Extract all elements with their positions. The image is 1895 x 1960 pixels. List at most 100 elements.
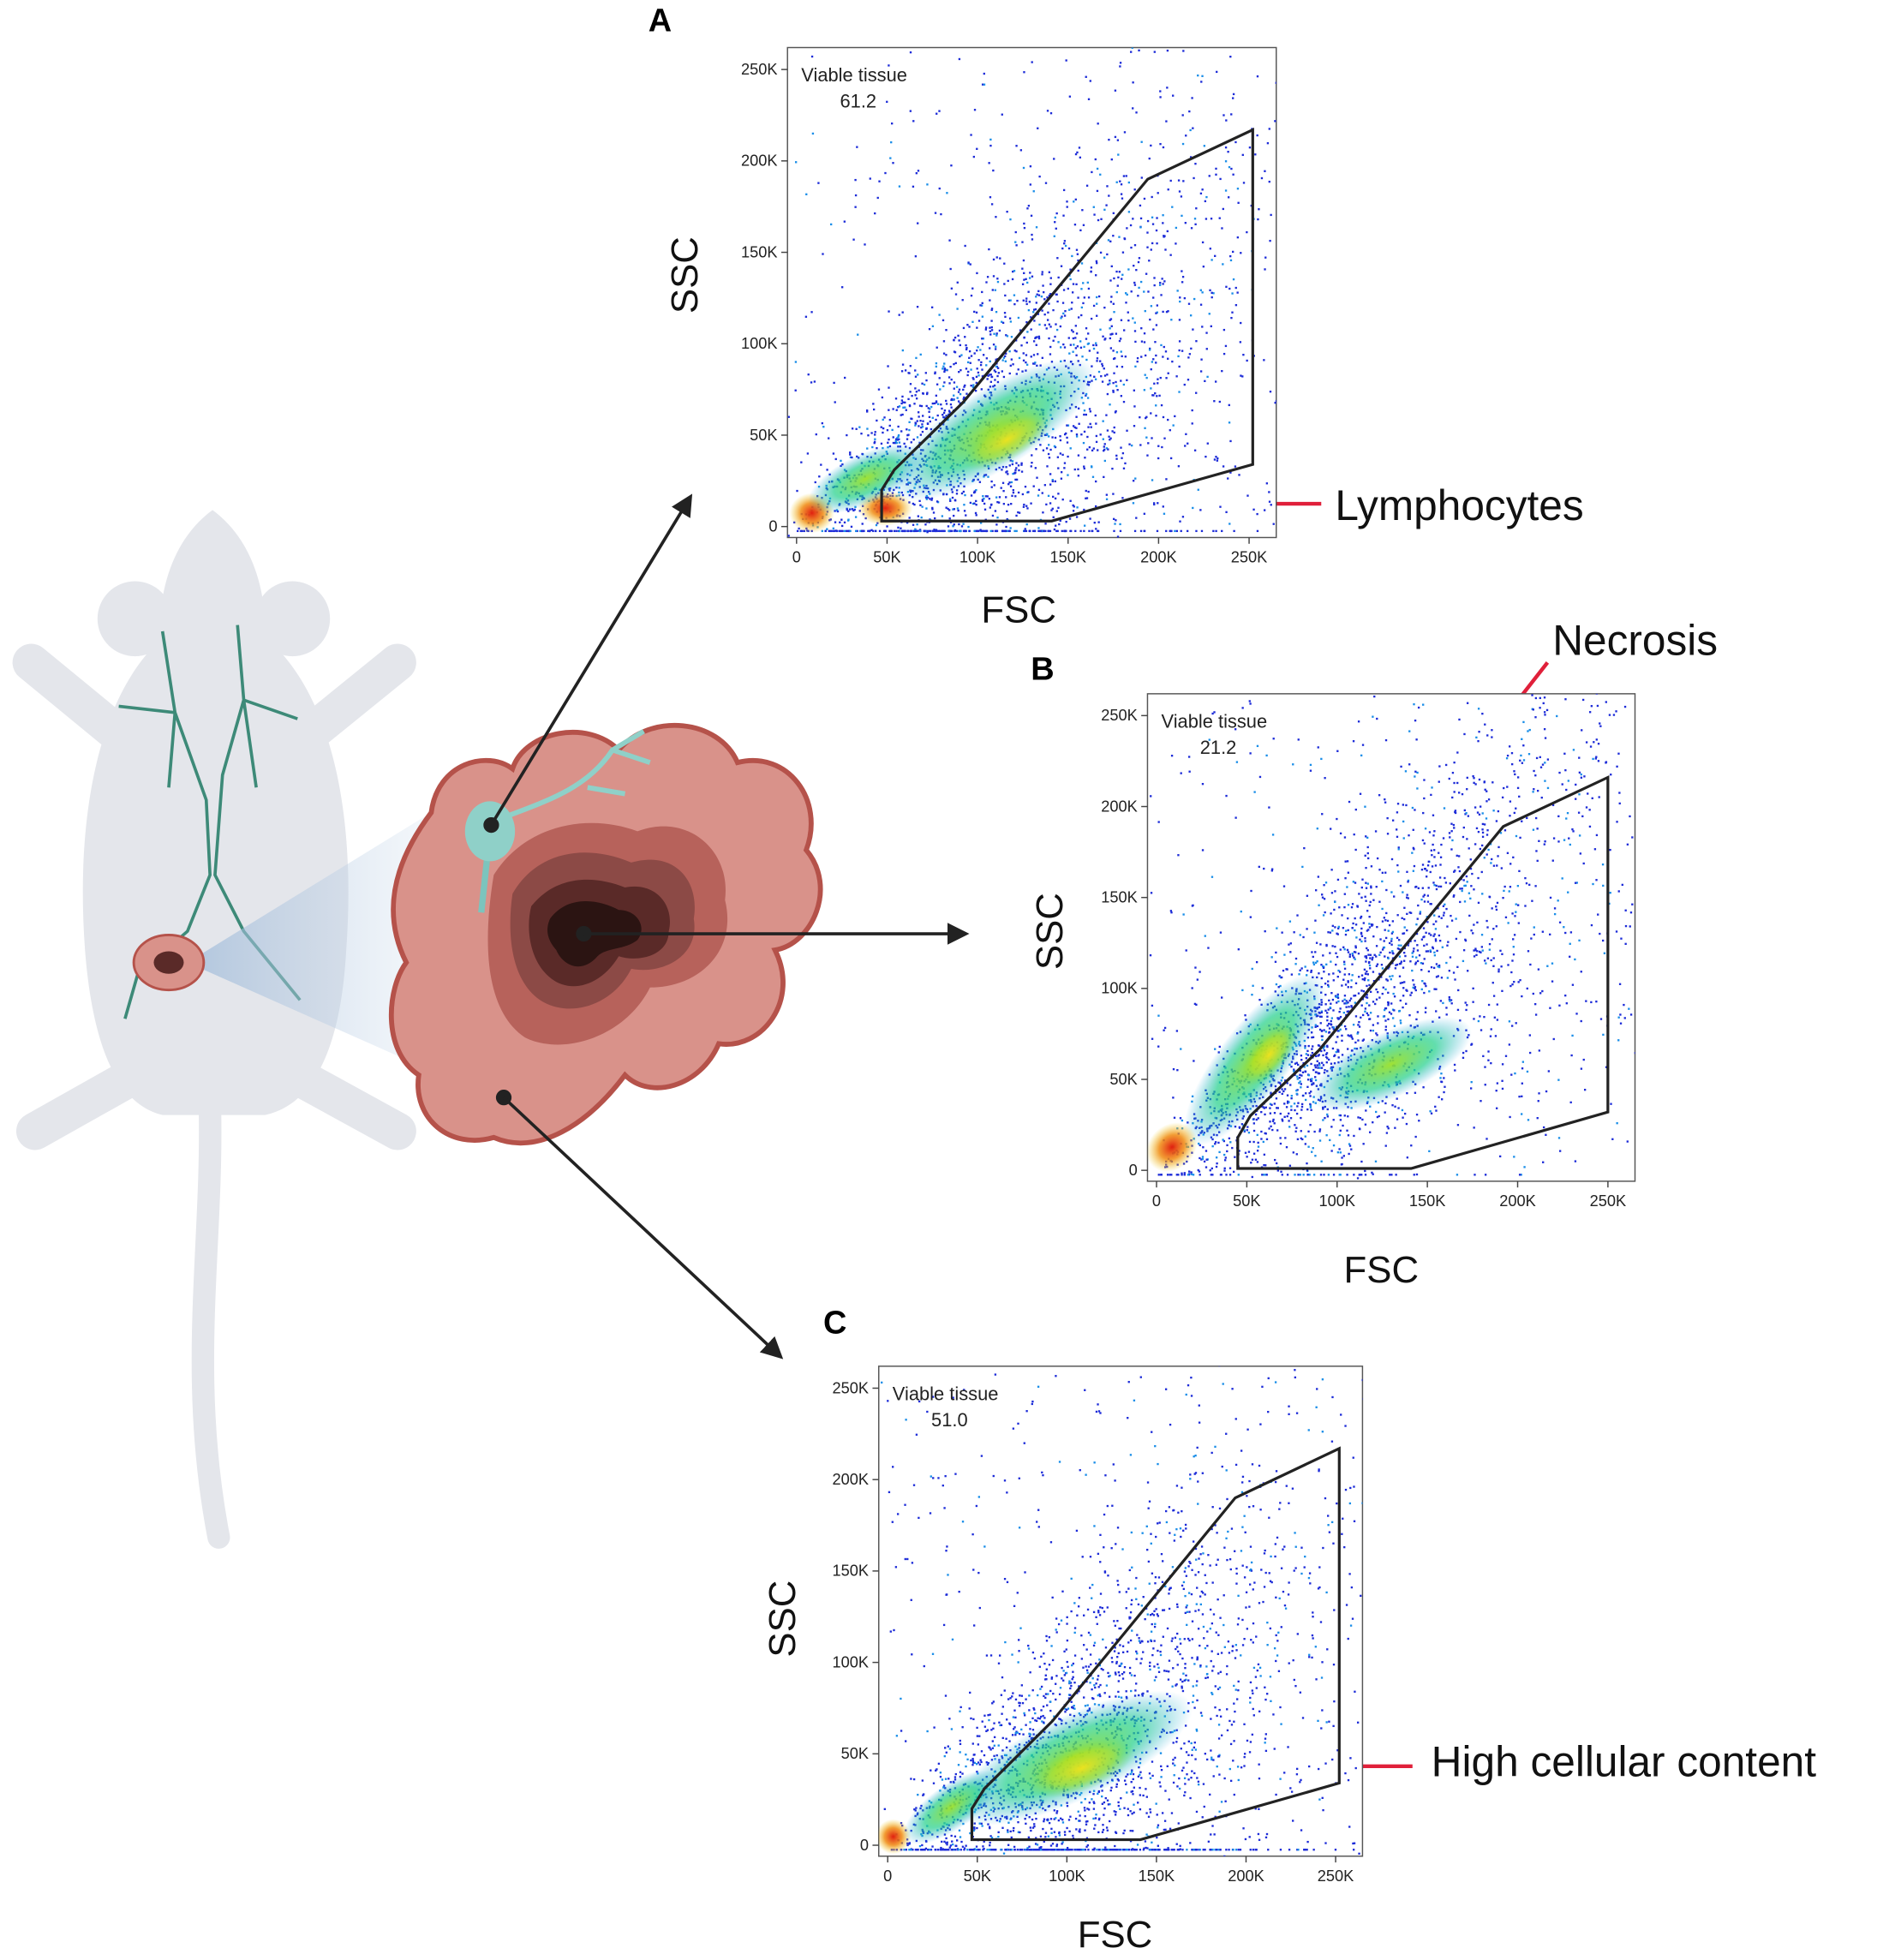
- event-dot: [1193, 1002, 1197, 1006]
- event-dot: [1336, 976, 1339, 978]
- event-dot: [1119, 62, 1122, 64]
- event-dot: [1640, 514, 1641, 516]
- event-dot: [989, 373, 992, 376]
- event-dot: [1282, 154, 1283, 156]
- event-dot: [1163, 1026, 1167, 1030]
- event-dot: [1085, 497, 1089, 499]
- event-dot: [1391, 819, 1395, 822]
- event-dot: [1156, 217, 1158, 219]
- event-dot: [1430, 934, 1432, 936]
- event-dot: [1288, 943, 1290, 946]
- event-dot: [1404, 954, 1407, 958]
- event-dot: [1034, 467, 1037, 469]
- event-dot: [1332, 1119, 1335, 1121]
- event-dot: [1151, 195, 1153, 199]
- event-dot: [918, 499, 921, 502]
- event-dot: [1574, 958, 1576, 961]
- event-dot: [1504, 916, 1508, 919]
- event-dot: [853, 508, 856, 511]
- event-dot: [1338, 1133, 1341, 1137]
- event-dot: [1480, 1029, 1483, 1031]
- event-dot: [1029, 183, 1031, 186]
- event-dot: [1143, 389, 1146, 391]
- event-dot: [890, 140, 893, 144]
- event-dot: [1120, 379, 1122, 382]
- event-dot: [1180, 195, 1183, 198]
- event-dot: [1373, 695, 1376, 698]
- event-dot: [1059, 435, 1061, 438]
- event-dot: [1131, 47, 1133, 49]
- event-dot: [1046, 296, 1049, 299]
- event-dot: [977, 529, 980, 533]
- event-dot: [1419, 912, 1421, 915]
- event-dot: [1445, 961, 1448, 965]
- event-dot: [1073, 426, 1076, 429]
- event-dot: [1021, 241, 1024, 243]
- event-dot: [1629, 815, 1631, 818]
- event-dot: [1306, 1064, 1309, 1067]
- event-dot: [1443, 807, 1446, 810]
- event-dot: [1362, 922, 1365, 924]
- event-dot: [1254, 1113, 1258, 1116]
- event-dot: [918, 404, 922, 407]
- event-dot: [912, 502, 915, 505]
- event-dot: [1090, 426, 1092, 428]
- y-tick-label: 250K: [741, 60, 778, 78]
- event-dot: [975, 499, 977, 503]
- event-dot: [1025, 354, 1028, 356]
- event-dot: [1119, 529, 1122, 533]
- event-dot: [1527, 730, 1529, 732]
- event-dot: [794, 389, 797, 391]
- event-dot: [1488, 948, 1491, 951]
- event-dot: [1386, 979, 1389, 982]
- event-dot: [822, 253, 824, 255]
- event-dot: [1601, 939, 1605, 942]
- event-dot: [1049, 112, 1053, 115]
- event-dot: [830, 529, 833, 533]
- event-dot: [976, 272, 978, 275]
- event-dot: [1313, 931, 1316, 934]
- event-dot: [871, 445, 874, 449]
- event-dot: [1640, 1044, 1641, 1046]
- event-dot: [1036, 293, 1038, 296]
- event-dot: [1439, 863, 1442, 866]
- event-dot: [1033, 320, 1036, 322]
- event-dot: [872, 403, 875, 405]
- event-dot: [936, 403, 940, 405]
- event-dot: [1362, 1143, 1365, 1145]
- event-dot: [1230, 316, 1233, 320]
- event-dot: [1464, 1001, 1467, 1004]
- event-dot: [928, 328, 931, 331]
- event-dot: [1228, 403, 1230, 407]
- event-dot: [930, 405, 933, 409]
- event-dot: [1574, 881, 1577, 884]
- event-dot: [840, 518, 843, 521]
- event-dot: [1194, 966, 1197, 969]
- event-dot: [1512, 953, 1515, 956]
- event-dot: [984, 328, 988, 331]
- event-dot: [963, 529, 965, 533]
- event-dot: [1565, 1002, 1568, 1005]
- event-dot: [1640, 967, 1641, 969]
- event-dot: [989, 138, 992, 141]
- event-dot: [1398, 975, 1402, 977]
- event-dot: [1167, 372, 1169, 374]
- event-dot: [1286, 1094, 1289, 1097]
- event-dot: [1406, 912, 1408, 916]
- event-dot: [1256, 75, 1259, 78]
- event-dot: [1282, 530, 1283, 532]
- event-dot: [898, 529, 901, 533]
- event-dot: [1413, 983, 1415, 986]
- event-dot: [1027, 205, 1031, 207]
- event-dot: [1025, 297, 1028, 300]
- event-dot: [1414, 987, 1416, 990]
- event-dot: [1241, 989, 1244, 992]
- event-dot: [1177, 854, 1180, 857]
- event-dot: [979, 529, 982, 531]
- gate-percent: 61.2: [840, 91, 877, 112]
- event-dot: [1009, 527, 1012, 529]
- event-dot: [995, 365, 998, 368]
- event-dot: [1112, 212, 1115, 215]
- event-dot: [1033, 529, 1037, 533]
- event-dot: [1154, 341, 1157, 344]
